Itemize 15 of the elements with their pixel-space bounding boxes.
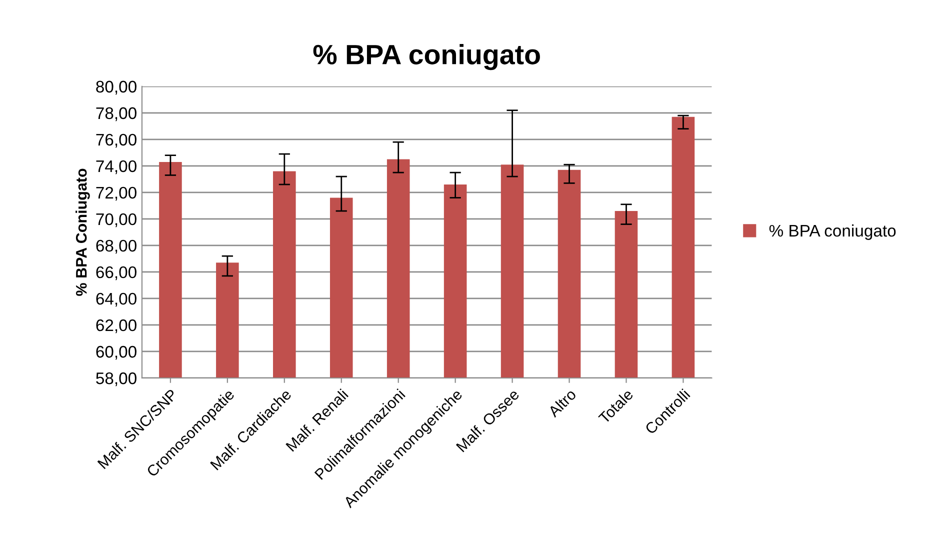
y-tick-label: 80,00 <box>96 80 136 95</box>
legend-label: % BPA coniugato <box>769 224 896 240</box>
y-tick-label: 64,00 <box>96 292 136 307</box>
y-tick-label: 66,00 <box>96 266 136 280</box>
y-tick-label: 78,00 <box>96 107 136 122</box>
y-tick-label: 72,00 <box>96 186 136 201</box>
y-tick-label: 62,00 <box>96 319 136 334</box>
y-tick-label: 76,00 <box>96 134 136 148</box>
y-tick-label: 68,00 <box>96 240 136 254</box>
y-tick-label: 60,00 <box>96 346 136 360</box>
y-axis-title: % BPA Coniugato <box>76 168 90 296</box>
y-tick-label: 70,00 <box>96 213 136 228</box>
y-tick-label: 58,00 <box>96 372 136 386</box>
y-tick-label: 74,00 <box>96 160 136 174</box>
chart-title: % BPA coniugato <box>313 44 540 70</box>
